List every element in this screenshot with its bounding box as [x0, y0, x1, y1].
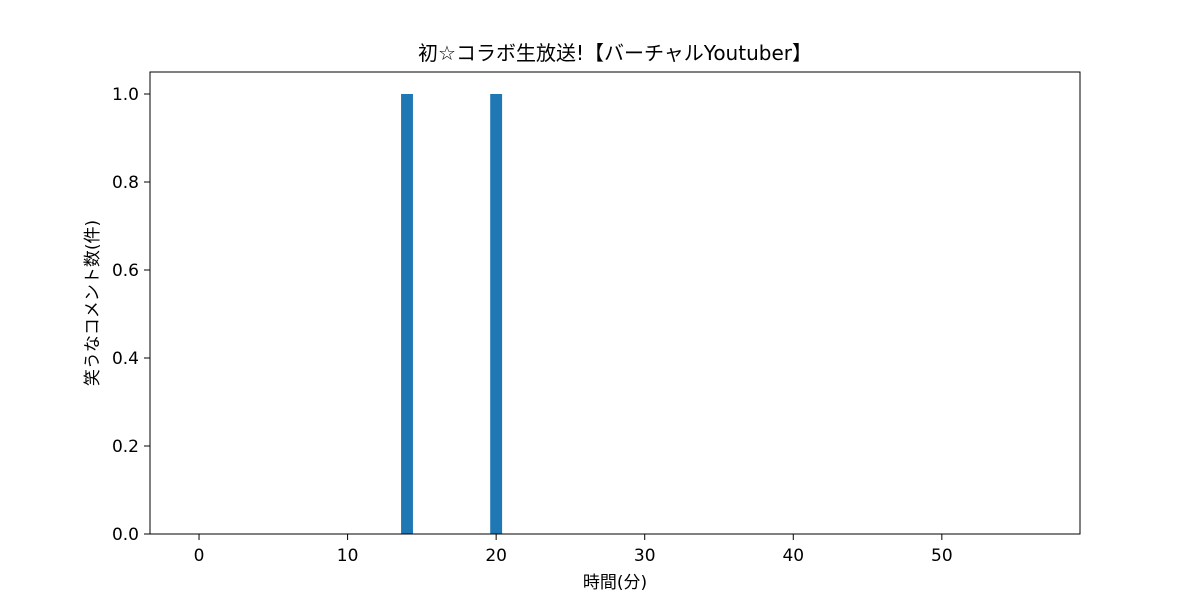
chart-title: 初☆コラボ生放送!【バーチャルYoutuber】 [418, 41, 812, 65]
x-tick-label: 50 [931, 546, 953, 566]
x-tick-label: 30 [634, 546, 656, 566]
x-axis-label: 時間(分) [583, 573, 647, 593]
y-tick-label: 0.4 [112, 349, 139, 369]
y-tick-label: 1.0 [112, 85, 139, 105]
x-tick-label: 20 [485, 546, 507, 566]
x-axis: 0 10 20 30 40 50 [194, 534, 953, 566]
y-tick-label: 0.8 [112, 173, 139, 193]
y-axis: 0.0 0.2 0.4 0.6 0.8 1.0 [112, 85, 150, 545]
bar-20 [490, 94, 503, 534]
y-tick-label: 0.2 [112, 437, 139, 457]
x-tick-label: 40 [782, 546, 804, 566]
y-tick-label: 0.6 [112, 261, 139, 281]
y-tick-label: 0.0 [112, 525, 139, 545]
x-tick-label: 0 [194, 546, 205, 566]
plot-frame [149, 71, 1081, 535]
y-axis-label: 笑うなコメント数(件) [83, 220, 103, 386]
x-tick-label: 10 [337, 546, 359, 566]
bar-14 [401, 94, 413, 534]
bars-group [401, 94, 503, 534]
